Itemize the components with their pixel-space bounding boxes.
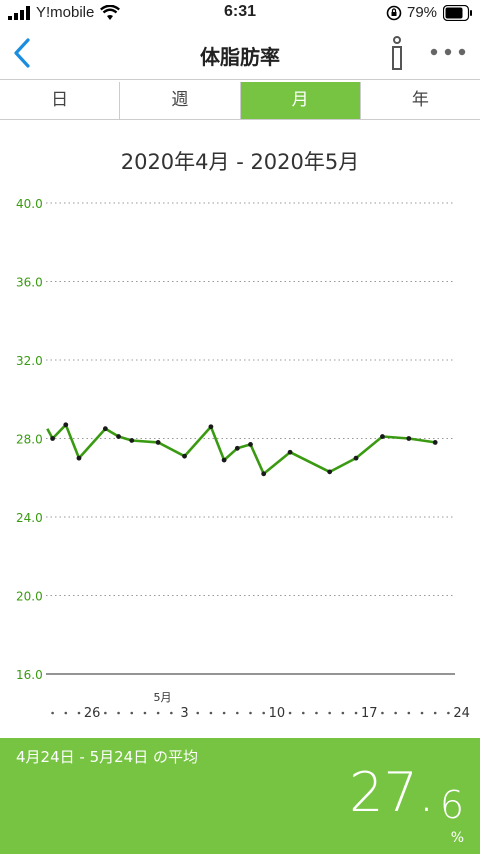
- x-day-dot: [447, 711, 450, 715]
- x-day-dot: [433, 711, 437, 715]
- clock: 6:31: [223, 3, 257, 20]
- x-day-dot: [143, 711, 147, 715]
- x-tick-label: 24: [453, 706, 470, 721]
- tab-month[interactable]: 月: [240, 82, 361, 119]
- data-point: [248, 441, 253, 447]
- x-tick-label: 10: [269, 706, 286, 721]
- x-tick-label: 3: [180, 706, 188, 721]
- average-period-label: 4月24日 - 5月24日 の平均: [16, 748, 198, 766]
- x-day-dot: [288, 711, 292, 715]
- y-tick-label: 20.0: [16, 590, 43, 604]
- y-tick-label: 28.0: [16, 433, 43, 447]
- navigation-bar: 体脂肪率: [0, 28, 480, 80]
- data-point: [129, 438, 135, 443]
- data-point: [63, 422, 69, 428]
- y-tick-label: 24.0: [16, 511, 43, 525]
- battery-percent: 79%: [407, 4, 438, 21]
- more-options-icon[interactable]: [428, 44, 468, 60]
- x-day-dot: [236, 711, 239, 715]
- tab-day[interactable]: 日: [0, 82, 121, 119]
- x-day-dot: [196, 711, 200, 715]
- average-panel: 4月24日 - 5月24日 の平均 27. 6 %: [0, 738, 480, 854]
- x-day-dot: [64, 711, 68, 715]
- average-value-decimal: 6: [439, 783, 464, 827]
- data-point: [102, 426, 108, 432]
- average-unit: %: [450, 830, 464, 846]
- x-tick-label: 17: [361, 706, 378, 721]
- tab-week[interactable]: 週: [120, 82, 241, 119]
- data-point: [155, 440, 161, 445]
- tab-year[interactable]: 年: [411, 90, 429, 110]
- data-point: [327, 469, 333, 475]
- x-day-dot: [77, 711, 81, 715]
- y-tick-label: 36.0: [16, 276, 43, 290]
- rotation-lock-icon: [386, 5, 402, 21]
- x-day-dot: [104, 711, 107, 715]
- x-day-dot: [222, 711, 226, 715]
- battery-icon: [443, 5, 472, 21]
- x-day-dot: [262, 711, 265, 715]
- average-value-integer: 27.: [349, 761, 435, 824]
- data-point: [76, 455, 82, 461]
- status-bar: Y!mobile 6:31 79%: [0, 0, 480, 28]
- data-point: [208, 424, 214, 430]
- x-month-label: 5月: [154, 691, 172, 704]
- x-day-dot: [354, 711, 358, 715]
- wifi-icon: [100, 5, 120, 20]
- x-day-dot: [315, 711, 318, 715]
- x-day-dot: [249, 711, 252, 715]
- x-day-dot: [209, 711, 213, 715]
- page-title: 体脂肪率: [200, 45, 280, 69]
- series-line: [46, 423, 436, 476]
- data-point: [380, 434, 385, 439]
- carrier-name: Y!mobile: [36, 4, 95, 21]
- date-range-title: 2020年4月 - 2020年5月: [120, 150, 360, 174]
- signal-icon: [8, 6, 30, 20]
- data-point: [234, 445, 240, 451]
- x-day-dot: [394, 711, 397, 715]
- x-day-dot: [420, 711, 424, 715]
- x-day-dot: [51, 711, 54, 715]
- data-point: [406, 436, 412, 441]
- x-tick-label: 26: [84, 706, 101, 721]
- x-day-dot: [328, 711, 331, 715]
- x-day-dot: [170, 711, 173, 715]
- x-day-dot: [301, 711, 305, 715]
- y-tick-label: 40.0: [16, 197, 43, 211]
- info-icon[interactable]: [385, 34, 409, 72]
- x-day-dot: [407, 711, 411, 715]
- x-day-dot: [130, 711, 134, 715]
- data-point: [353, 455, 359, 461]
- y-tick-label: 16.0: [16, 668, 43, 682]
- period-tabs: 日 週 月 年: [0, 82, 480, 120]
- data-point: [261, 471, 267, 477]
- y-tick-label: 32.0: [16, 354, 43, 368]
- data-point: [432, 440, 438, 445]
- back-chevron-icon[interactable]: [10, 36, 36, 70]
- x-day-dot: [117, 711, 120, 715]
- data-point: [221, 457, 227, 463]
- x-day-dot: [381, 711, 384, 715]
- data-point: [182, 453, 187, 459]
- x-day-dot: [341, 711, 345, 715]
- x-day-dot: [156, 711, 160, 715]
- data-point: [116, 434, 121, 439]
- data-point: [287, 449, 293, 455]
- body-fat-line-chart[interactable]: 16.0 20.0 24.0 28.0 32.0 36.0 40.0 26 3 5月 10 17 24: [0, 190, 480, 730]
- data-point: [50, 436, 55, 441]
